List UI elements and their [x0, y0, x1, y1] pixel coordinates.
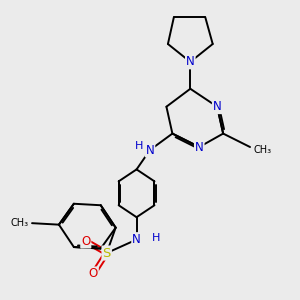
Text: S: S — [103, 247, 111, 260]
Text: N: N — [146, 143, 154, 157]
Text: N: N — [213, 100, 222, 113]
Text: CH₃: CH₃ — [11, 218, 29, 228]
Text: N: N — [186, 56, 195, 68]
Text: H: H — [152, 233, 160, 243]
Text: CH₃: CH₃ — [254, 145, 272, 155]
Text: N: N — [132, 233, 141, 246]
Text: H: H — [135, 140, 144, 151]
Text: O: O — [88, 267, 98, 280]
Text: O: O — [81, 235, 90, 248]
Text: N: N — [195, 140, 204, 154]
